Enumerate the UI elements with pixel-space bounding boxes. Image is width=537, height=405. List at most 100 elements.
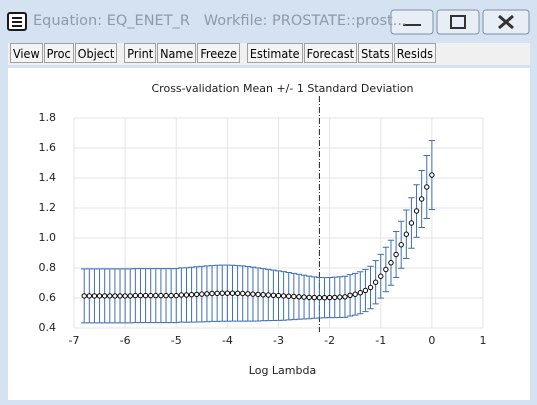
title-bar-icons — [7, 9, 530, 35]
marker — [163, 292, 169, 299]
marker — [321, 295, 328, 301]
marker — [424, 184, 430, 190]
marker — [362, 287, 369, 294]
marker — [367, 284, 374, 291]
y-tick-label: 0.8 — [39, 261, 57, 274]
marker — [168, 292, 174, 299]
button-group: Estimate Forecast Stats Resids — [246, 43, 437, 65]
x-tick-label: 0 — [428, 334, 435, 347]
marker — [158, 292, 164, 299]
toolbar-button[interactable]: Estimate — [246, 43, 303, 63]
window-title: Equation: EQ_ENET_R Workfile: PROSTATE::… — [33, 13, 407, 29]
marker — [214, 290, 220, 297]
chart: Cross-validation Mean +/- 1 Standard Dev… — [8, 68, 530, 400]
marker — [209, 290, 215, 297]
x-tick-label: -5 — [171, 334, 182, 347]
marker — [388, 260, 394, 266]
maximize-button[interactable] — [436, 9, 480, 35]
toolbar-button[interactable]: View — [10, 43, 43, 63]
chart-title: Cross-validation Mean +/- 1 Standard Dev… — [152, 82, 414, 95]
marker — [347, 292, 353, 299]
marker — [147, 292, 154, 299]
toolbar-button[interactable]: Freeze — [197, 43, 240, 63]
marker — [316, 295, 323, 301]
marker — [393, 251, 399, 258]
y-tick-label: 1.8 — [39, 111, 57, 124]
marker — [337, 294, 343, 300]
marker — [178, 292, 185, 298]
marker — [255, 291, 261, 298]
toolbar-button[interactable]: Proc — [43, 43, 74, 63]
x-tick-label: 1 — [480, 334, 487, 347]
marker — [96, 293, 103, 299]
marker — [291, 293, 297, 300]
marker — [101, 293, 108, 299]
x-tick-label: -6 — [120, 334, 131, 347]
marker — [199, 291, 205, 297]
marker — [194, 291, 200, 298]
minimize-button[interactable] — [390, 9, 434, 35]
toolbar-button[interactable]: Object — [74, 43, 118, 63]
marker — [117, 293, 123, 299]
marker — [142, 292, 149, 299]
marker — [332, 294, 338, 301]
marker — [112, 293, 118, 299]
marker — [122, 293, 128, 299]
marker — [173, 292, 179, 299]
marker — [413, 208, 420, 214]
toolbar: View Proc Object Print Name Freeze Estimate For… — [8, 43, 530, 65]
marker — [286, 293, 292, 299]
toolbar-button[interactable]: Resids — [393, 43, 436, 63]
marker — [132, 292, 139, 299]
marker — [398, 242, 404, 248]
button-group: View Proc Object — [10, 43, 118, 65]
marker — [183, 292, 190, 298]
marker — [280, 293, 287, 299]
marker — [429, 172, 435, 178]
x-axis-label: Log Lambda — [249, 364, 316, 377]
x-tick-label: -1 — [375, 334, 386, 347]
marker — [229, 290, 236, 296]
y-tick-label: 1.4 — [39, 171, 57, 184]
marker — [403, 231, 410, 237]
marker — [86, 293, 93, 299]
y-tick-label: 0.4 — [39, 321, 57, 334]
marker — [234, 290, 241, 297]
marker — [270, 292, 277, 299]
marker — [91, 293, 98, 299]
toolbar-button[interactable]: Print — [124, 43, 157, 63]
marker — [250, 291, 256, 297]
marker — [357, 290, 363, 296]
toolbar-button[interactable]: Name — [157, 43, 197, 63]
marker — [275, 292, 282, 299]
marker — [306, 294, 312, 301]
marker — [204, 291, 210, 297]
marker — [137, 292, 144, 299]
x-tick-label: -7 — [69, 334, 80, 347]
marker — [240, 290, 246, 297]
y-tick-label: 1.6 — [39, 141, 57, 154]
title-bar: Equation: EQ_ENET_R Workfile: PROSTATE::… — [0, 0, 537, 42]
marker — [301, 294, 307, 300]
marker — [408, 220, 415, 226]
marker — [107, 293, 113, 299]
marker — [188, 292, 195, 298]
toolbar-button[interactable]: Forecast — [303, 43, 358, 63]
button-group: Print Name Freeze — [124, 43, 241, 65]
marker — [224, 290, 231, 296]
marker — [326, 294, 333, 301]
y-tick-label: 1.2 — [39, 201, 57, 214]
marker — [260, 292, 266, 298]
marker — [81, 293, 87, 299]
marker — [265, 292, 271, 298]
marker — [296, 294, 302, 300]
marker — [153, 292, 159, 299]
marker — [418, 196, 425, 202]
x-tick-label: -4 — [222, 334, 233, 347]
y-tick-label: 0.6 — [39, 291, 57, 304]
marker — [372, 279, 379, 285]
x-tick-label: -3 — [273, 334, 284, 347]
toolbar-button[interactable]: Stats — [358, 43, 393, 63]
y-tick-label: 1.0 — [39, 231, 57, 244]
